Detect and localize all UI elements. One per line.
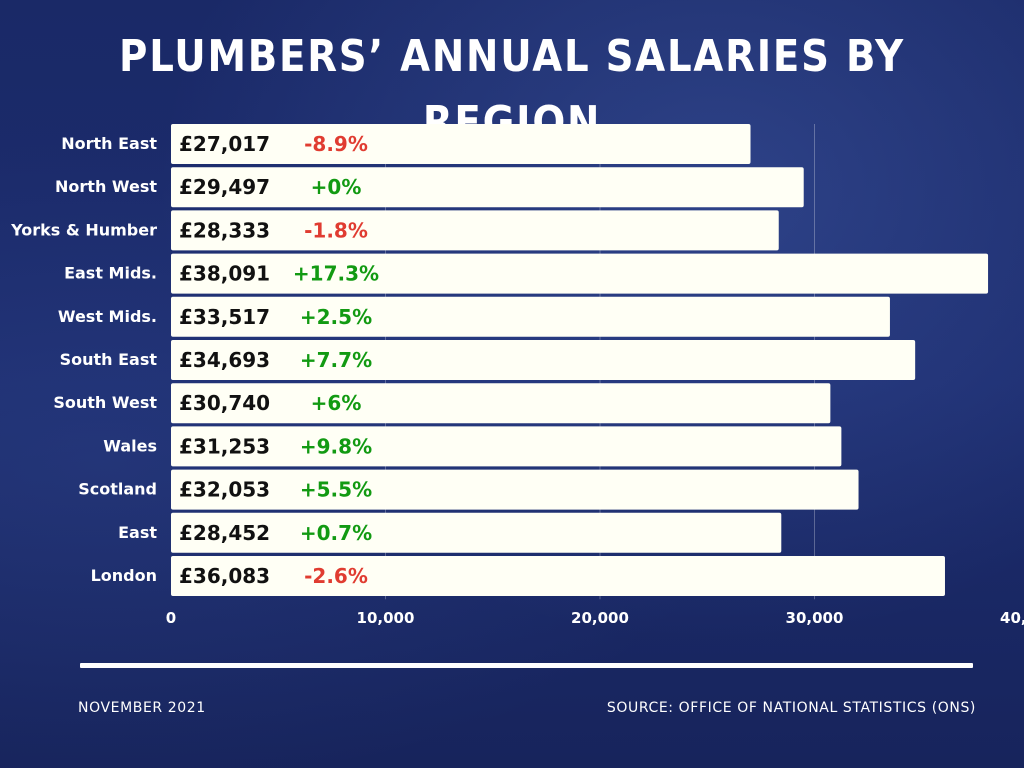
category-label: South West [53, 393, 157, 412]
change-label: +2.5% [300, 305, 372, 329]
change-label: +7.7% [300, 348, 372, 372]
footer-divider [80, 663, 973, 668]
labels: North East £27,017 -8.9% North West £29,497 +… [10, 132, 379, 588]
value-label: £31,253 [179, 434, 270, 458]
x-tick-label: 30,000 [786, 609, 844, 627]
bar [171, 340, 916, 380]
x-tick-label: 10,000 [357, 609, 415, 627]
footer-source: SOURCE: OFFICE OF NATIONAL STATISTICS (O… [606, 700, 976, 716]
category-label: East [118, 523, 157, 542]
change-label: +9.8% [300, 434, 372, 458]
bar [171, 296, 890, 337]
value-label: £28,333 [179, 218, 270, 242]
value-label: £30,740 [179, 391, 270, 415]
value-label: £27,017 [179, 132, 270, 156]
bar [171, 556, 945, 596]
category-label: Scotland [78, 480, 157, 499]
category-label: London [91, 566, 157, 585]
category-label: Yorks & Humber [10, 220, 157, 239]
bar [171, 253, 989, 294]
bars [171, 124, 989, 596]
change-label: -8.9% [304, 132, 368, 156]
category-label: East Mids. [64, 264, 157, 283]
value-label: £28,452 [179, 521, 270, 545]
value-label: £34,693 [179, 348, 270, 372]
category-label: North West [55, 177, 157, 196]
category-label: West Mids. [58, 307, 157, 326]
category-label: South East [60, 350, 158, 369]
change-label: +0.7% [300, 521, 372, 545]
bar [171, 124, 751, 164]
change-label: +17.3% [293, 262, 379, 286]
footer-date: NOVEMBER 2021 [78, 700, 206, 716]
change-label: -1.8% [304, 218, 368, 242]
bar [171, 512, 782, 553]
value-label: £29,497 [179, 175, 270, 199]
value-label: £36,083 [179, 564, 270, 588]
change-label: +6% [311, 391, 362, 415]
x-tick-label: 40,000 [1000, 609, 1024, 627]
value-label: £32,053 [179, 478, 270, 502]
x-axis: 0 10,000 20,000 30,000 40,000 [166, 609, 1024, 627]
bar [171, 383, 831, 424]
value-label: £33,517 [179, 305, 270, 329]
bar [171, 469, 859, 510]
bar [171, 210, 779, 251]
category-label: North East [61, 134, 157, 153]
chart-title: PLUMBERS’ ANNUAL SALARIES BY REGION [119, 31, 905, 148]
change-label: +5.5% [300, 478, 372, 502]
bar [171, 167, 804, 208]
x-tick-label: 20,000 [571, 609, 629, 627]
category-label: Wales [103, 436, 157, 455]
value-label: £38,091 [179, 262, 270, 286]
change-label: +0% [311, 175, 362, 199]
change-label: -2.6% [304, 564, 368, 588]
x-tick-label: 0 [166, 609, 176, 627]
bar [171, 426, 842, 467]
